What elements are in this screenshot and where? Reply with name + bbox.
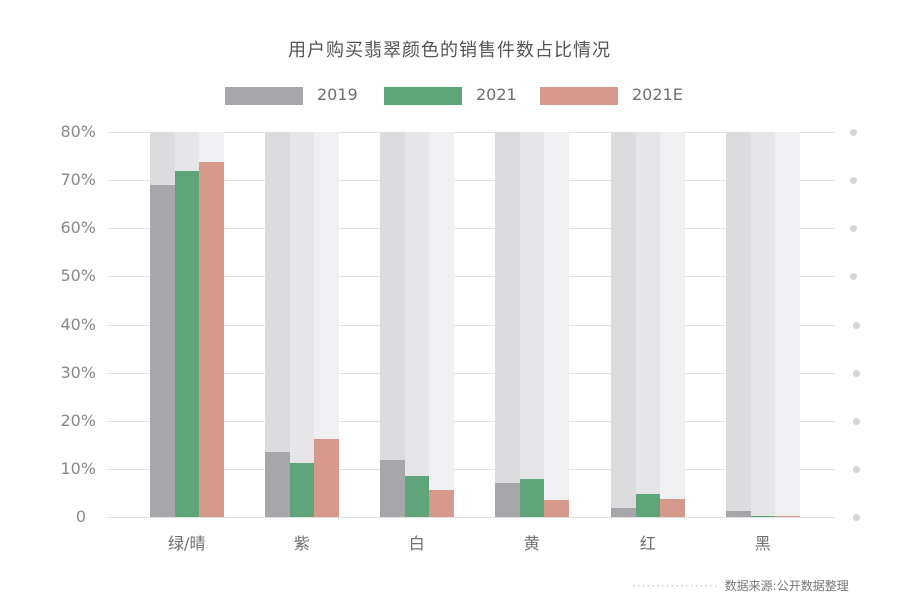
- bar-track: [611, 132, 636, 517]
- bar-track: [726, 132, 751, 517]
- gridline-end-dot: [853, 514, 860, 521]
- gridline: [107, 517, 835, 518]
- y-tick-label: 40%: [60, 315, 96, 334]
- y-tick-label: 50%: [60, 266, 96, 285]
- bar-track: [380, 132, 405, 517]
- gridline-end-dot: [853, 370, 860, 377]
- y-tick-label: 70%: [60, 170, 96, 189]
- bar-2021e[interactable]: [775, 515, 800, 517]
- bar-track: [429, 132, 454, 517]
- bar-track: [544, 132, 569, 517]
- bar-2019[interactable]: [265, 452, 290, 517]
- x-category-label: 紫: [293, 534, 310, 553]
- bar-track: [519, 132, 544, 517]
- x-category-label: 白: [408, 534, 425, 553]
- x-category-label: 红: [639, 534, 656, 553]
- bar-2021e[interactable]: [429, 490, 454, 517]
- bar-2021[interactable]: [635, 493, 660, 517]
- legend-swatch-2021e: [540, 87, 618, 105]
- dotted-leader: ··················: [632, 579, 719, 593]
- gridline: [107, 228, 835, 229]
- bar-track: [495, 132, 520, 517]
- y-tick-label: 10%: [60, 459, 96, 478]
- legend-swatch-2021: [384, 87, 462, 105]
- y-tick-label: 80%: [60, 122, 96, 141]
- gridline-end-dot: [853, 322, 860, 329]
- gridline-end-dot: [850, 225, 857, 232]
- gridline: [107, 469, 835, 470]
- gridline-end-dot: [853, 418, 860, 425]
- x-category-label: 黄: [523, 534, 540, 553]
- legend-swatch-2019: [225, 87, 303, 105]
- gridline-end-dot: [850, 129, 857, 136]
- legend-label-2021: 2021: [476, 85, 517, 104]
- y-tick-label: 20%: [60, 411, 96, 430]
- bar-track: [660, 132, 685, 517]
- bar-2021e[interactable]: [544, 499, 569, 517]
- bar-2021[interactable]: [174, 171, 199, 517]
- gridline: [107, 421, 835, 422]
- bar-track: [775, 132, 800, 517]
- x-category-label: 黑: [754, 534, 771, 553]
- gridline-end-dot: [850, 177, 857, 184]
- bar-2019[interactable]: [150, 184, 175, 517]
- bar-2019[interactable]: [726, 511, 751, 517]
- gridline: [107, 180, 835, 181]
- y-tick-label: 0: [75, 507, 86, 526]
- gridline: [107, 325, 835, 326]
- gridline-end-dot: [853, 466, 860, 473]
- bar-2021[interactable]: [519, 478, 544, 517]
- y-tick-label: 30%: [60, 363, 96, 382]
- bar-2019[interactable]: [380, 459, 405, 517]
- bar-track: [289, 132, 314, 517]
- gridline: [107, 132, 835, 133]
- x-category-label: 绿/晴: [168, 534, 206, 553]
- bar-track: [635, 132, 660, 517]
- bar-2021e[interactable]: [199, 161, 224, 517]
- legend-label-2021e: 2021E: [632, 85, 683, 104]
- bar-2021[interactable]: [750, 515, 775, 517]
- bar-2019[interactable]: [611, 508, 636, 517]
- y-tick-label: 60%: [60, 218, 96, 237]
- gridline-end-dot: [850, 273, 857, 280]
- gridline: [107, 276, 835, 277]
- bar-2021e[interactable]: [314, 439, 339, 517]
- bar-track: [750, 132, 775, 517]
- source-text: 数据来源:公开数据整理: [724, 579, 849, 593]
- bar-2019[interactable]: [495, 483, 520, 517]
- bar-2021[interactable]: [404, 476, 429, 517]
- legend-label-2019: 2019: [317, 85, 358, 104]
- bar-track: [404, 132, 429, 517]
- data-source-note: ·················· 数据来源:公开数据整理: [632, 577, 849, 594]
- chart-title: 用户购买翡翠颜色的销售件数占比情况: [288, 40, 611, 61]
- bar-2021[interactable]: [289, 462, 314, 517]
- gridline: [107, 373, 835, 374]
- bar-2021e[interactable]: [660, 498, 685, 517]
